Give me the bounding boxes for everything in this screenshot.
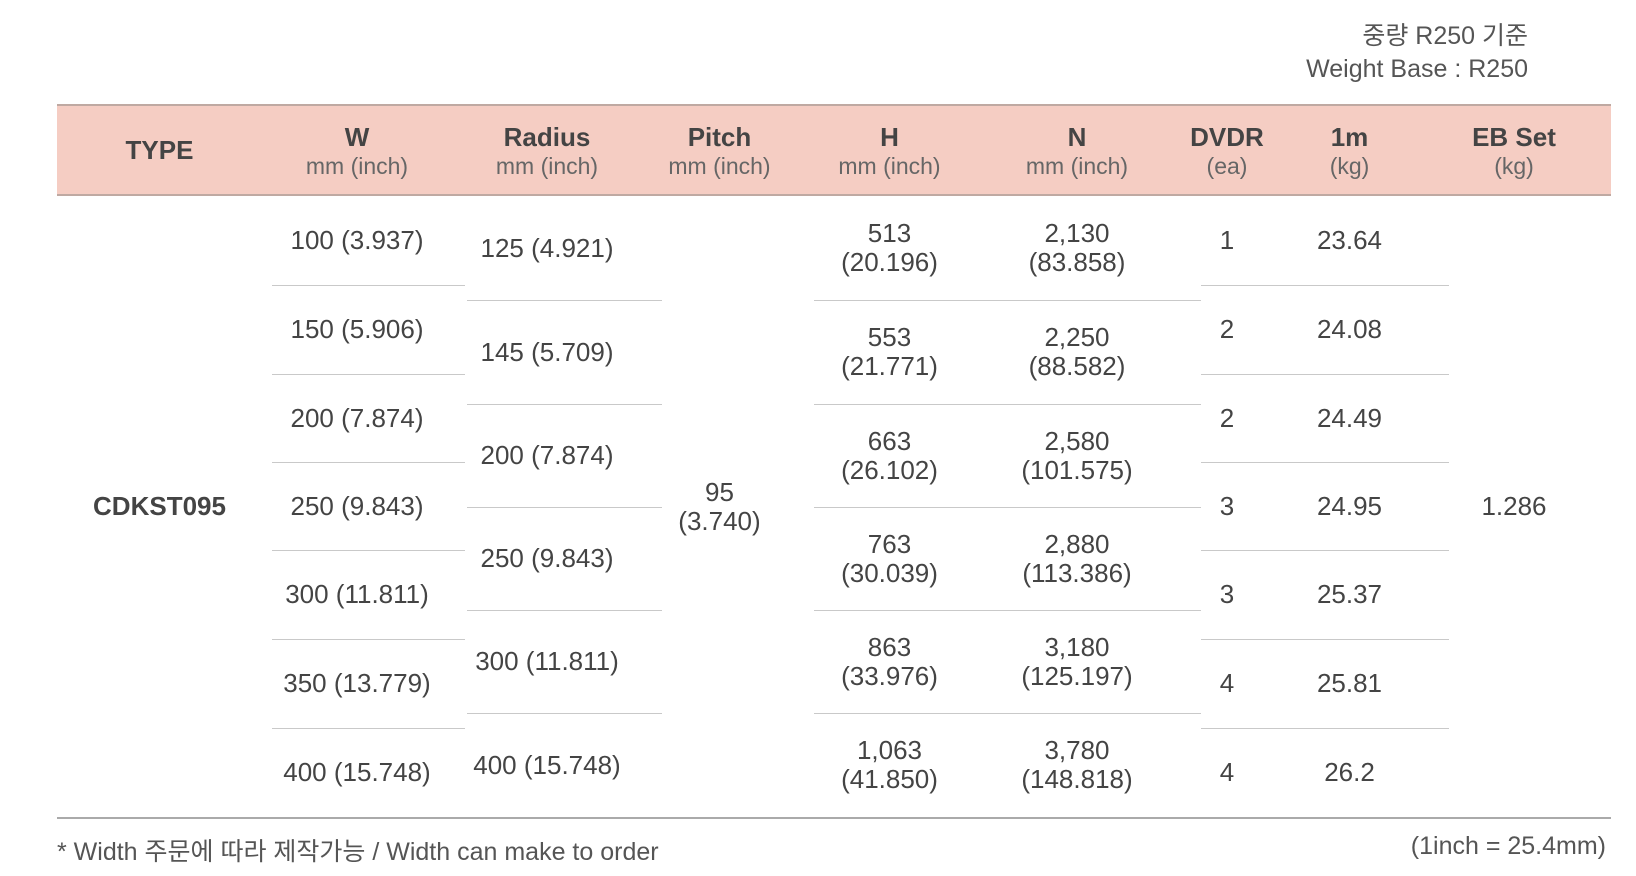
dvdr-cell: 4 bbox=[1172, 639, 1282, 728]
header-title: Pitch bbox=[642, 123, 797, 151]
dvdr-cell: 4 bbox=[1172, 728, 1282, 817]
header-title: H bbox=[797, 123, 982, 151]
n-cell: 2,130 (83.858) bbox=[982, 196, 1172, 300]
row-divider bbox=[467, 404, 662, 405]
weight-1m-cell: 25.37 bbox=[1282, 550, 1417, 639]
header-title: Radius bbox=[452, 123, 642, 151]
header-title: N bbox=[982, 123, 1172, 151]
header-unit: mm (inch) bbox=[797, 151, 982, 181]
weight-base-note-ko: 중량 R250 기준 bbox=[1362, 20, 1528, 53]
radius-cell: 145 (5.709) bbox=[452, 300, 642, 404]
h-cell: 663 (26.102) bbox=[797, 404, 982, 507]
w-cell: 250 (9.843) bbox=[262, 462, 452, 550]
radius-cell: 125 (4.921) bbox=[452, 196, 642, 300]
row-divider bbox=[272, 550, 465, 551]
header-pitch: Pitch mm (inch) bbox=[642, 106, 797, 194]
n-cell: 3,180 (125.197) bbox=[982, 610, 1172, 713]
header-unit: (kg) bbox=[1417, 151, 1611, 181]
radius-cell: 400 (15.748) bbox=[452, 713, 642, 817]
header-dvdr: DVDR (ea) bbox=[1172, 106, 1282, 194]
weight-1m-cell: 24.95 bbox=[1282, 462, 1417, 550]
h-cell: 763 (30.039) bbox=[797, 507, 982, 610]
header-title: 1m bbox=[1282, 123, 1417, 151]
header-unit: mm (inch) bbox=[982, 151, 1172, 181]
header-w: W mm (inch) bbox=[262, 106, 452, 194]
eb-set-cell: 1.286 bbox=[1417, 196, 1611, 817]
weight-1m-cell: 24.49 bbox=[1282, 374, 1417, 462]
header-n: N mm (inch) bbox=[982, 106, 1172, 194]
header-1m: 1m (kg) bbox=[1282, 106, 1417, 194]
h-cell: 513 (20.196) bbox=[797, 196, 982, 300]
w-cell: 100 (3.937) bbox=[262, 196, 452, 285]
row-divider bbox=[467, 507, 662, 508]
dvdr-cell: 3 bbox=[1172, 462, 1282, 550]
dvdr-cell: 3 bbox=[1172, 550, 1282, 639]
n-cell: 2,250 (88.582) bbox=[982, 300, 1172, 404]
header-type: TYPE bbox=[57, 106, 262, 194]
dvdr-cell: 2 bbox=[1172, 285, 1282, 374]
header-unit: mm (inch) bbox=[262, 151, 452, 181]
header-title: W bbox=[262, 123, 452, 151]
header-h: H mm (inch) bbox=[797, 106, 982, 194]
w-cell: 400 (15.748) bbox=[262, 728, 452, 817]
dvdr-cell: 1 bbox=[1172, 196, 1282, 285]
n-cell: 2,580 (101.575) bbox=[982, 404, 1172, 507]
weight-1m-cell: 25.81 bbox=[1282, 639, 1417, 728]
header-eb-set: EB Set (kg) bbox=[1417, 106, 1611, 194]
row-divider bbox=[1201, 374, 1449, 375]
row-divider bbox=[814, 507, 1201, 508]
weight-base-note-en: Weight Base : R250 bbox=[1306, 53, 1528, 86]
footnote: * Width 주문에 따라 제작가능 / Width can make to … bbox=[57, 832, 659, 868]
header-unit: (kg) bbox=[1282, 151, 1417, 181]
row-divider bbox=[272, 639, 465, 640]
radius-cell: 250 (9.843) bbox=[452, 507, 642, 610]
header-unit: mm (inch) bbox=[452, 151, 642, 181]
row-divider bbox=[272, 374, 465, 375]
w-cell: 150 (5.906) bbox=[262, 285, 452, 374]
weight-1m-cell: 26.2 bbox=[1282, 728, 1417, 817]
type-cell: CDKST095 bbox=[57, 196, 262, 817]
row-divider bbox=[814, 610, 1201, 611]
row-divider bbox=[467, 610, 662, 611]
radius-cell: 300 (11.811) bbox=[452, 610, 642, 713]
w-cell: 300 (11.811) bbox=[262, 550, 452, 639]
row-divider bbox=[1201, 639, 1449, 640]
header-unit: mm (inch) bbox=[642, 151, 797, 181]
w-cell: 200 (7.874) bbox=[262, 374, 452, 462]
table-header: TYPE W mm (inch) Radius mm (inch) Pitch … bbox=[57, 104, 1611, 196]
row-divider bbox=[1201, 462, 1449, 463]
w-cell: 350 (13.779) bbox=[262, 639, 452, 728]
row-divider bbox=[272, 728, 465, 729]
row-divider bbox=[272, 285, 465, 286]
header-unit: (ea) bbox=[1172, 151, 1282, 181]
header-title: EB Set bbox=[1417, 123, 1611, 151]
header-title: DVDR bbox=[1172, 123, 1282, 151]
row-divider bbox=[467, 713, 662, 714]
h-cell: 553 (21.771) bbox=[797, 300, 982, 404]
row-divider bbox=[814, 300, 1201, 301]
unit-conversion-note: (1inch = 25.4mm) bbox=[1411, 832, 1606, 861]
row-divider bbox=[272, 462, 465, 463]
row-divider bbox=[1201, 728, 1449, 729]
table-bottom-rule bbox=[57, 817, 1611, 819]
weight-1m-cell: 24.08 bbox=[1282, 285, 1417, 374]
radius-cell: 200 (7.874) bbox=[452, 404, 642, 507]
header-radius: Radius mm (inch) bbox=[452, 106, 642, 194]
row-divider bbox=[467, 300, 662, 301]
header-title: TYPE bbox=[57, 136, 262, 164]
row-divider bbox=[814, 713, 1201, 714]
row-divider bbox=[814, 404, 1201, 405]
h-cell: 863 (33.976) bbox=[797, 610, 982, 713]
n-cell: 2,880 (113.386) bbox=[982, 507, 1172, 610]
n-cell: 3,780 (148.818) bbox=[982, 713, 1172, 817]
h-cell: 1,063 (41.850) bbox=[797, 713, 982, 817]
row-divider bbox=[1201, 550, 1449, 551]
row-divider bbox=[1201, 285, 1449, 286]
dvdr-cell: 2 bbox=[1172, 374, 1282, 462]
weight-1m-cell: 23.64 bbox=[1282, 196, 1417, 285]
pitch-cell: 95 (3.740) bbox=[642, 196, 797, 817]
